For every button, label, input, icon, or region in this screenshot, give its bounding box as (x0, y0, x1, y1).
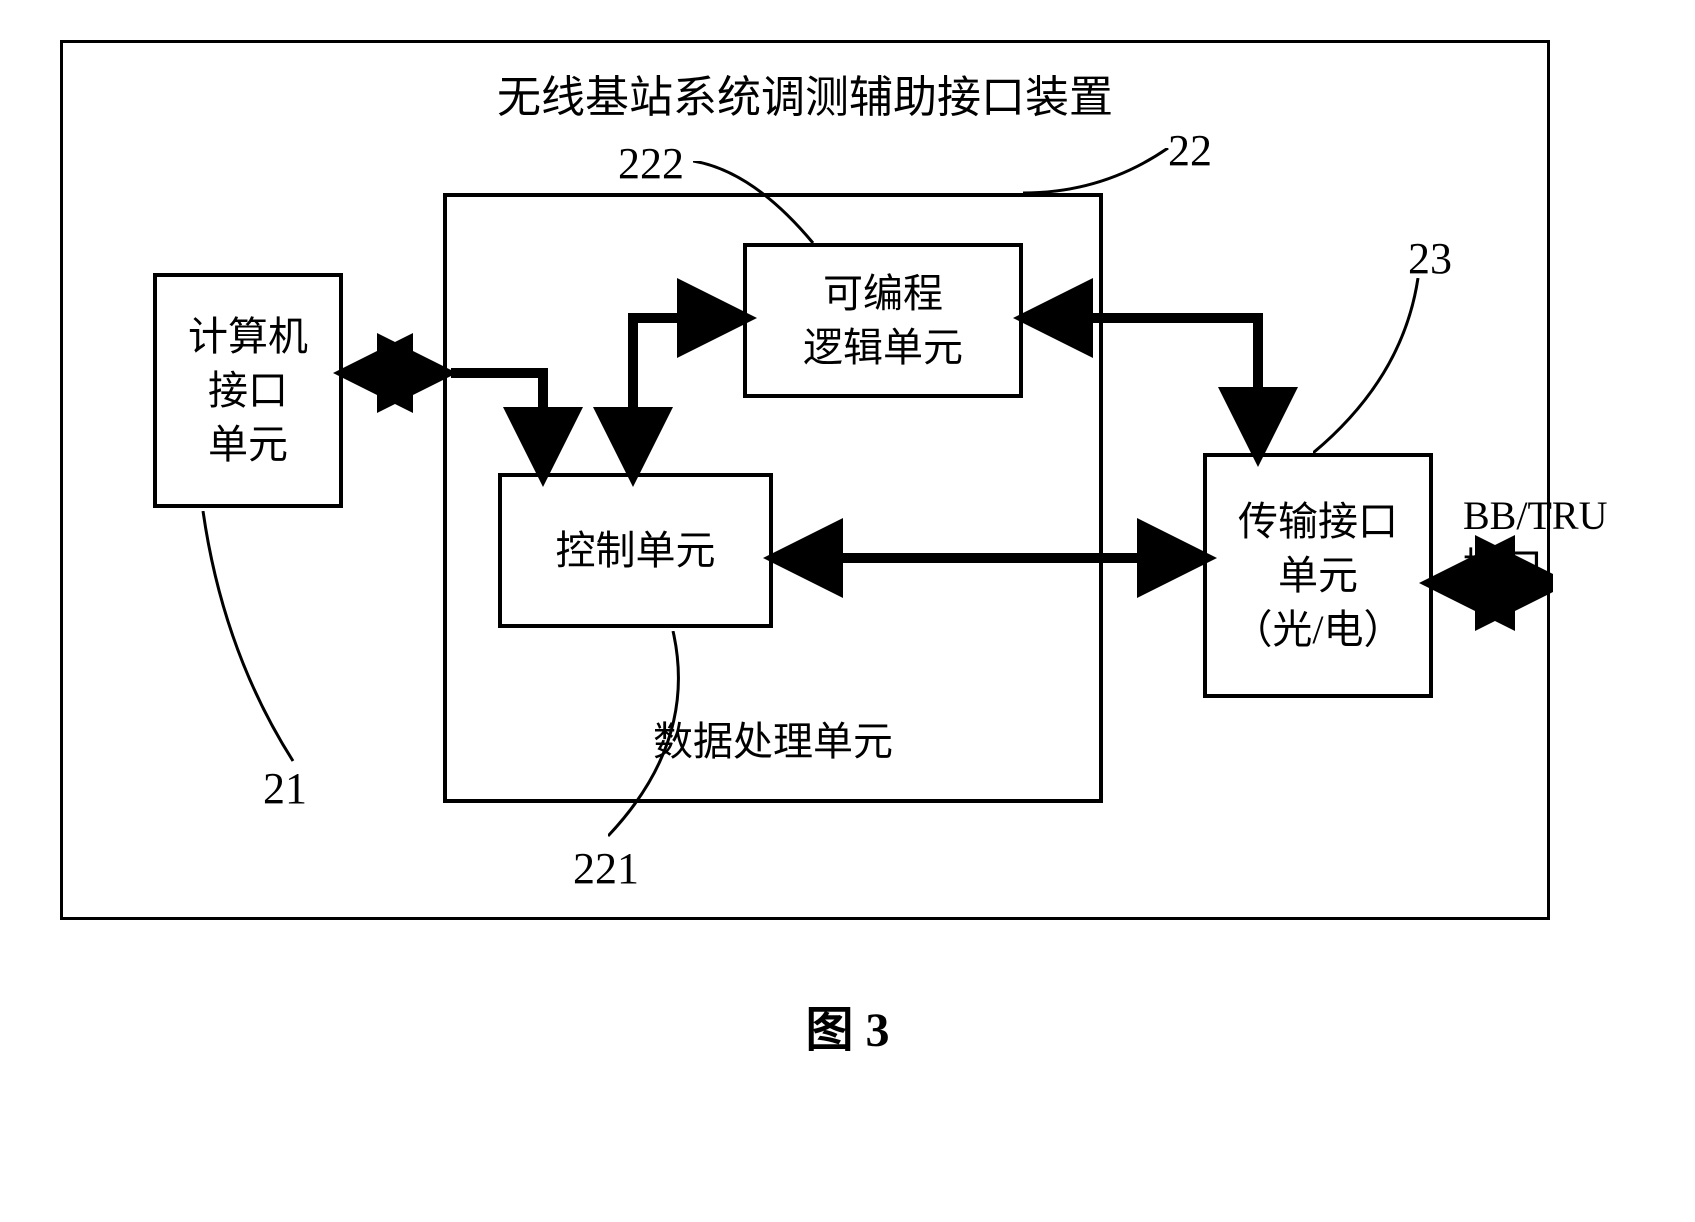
outer-frame: 无线基站系统调测辅助接口装置 计算机 接口 单元 数据处理单元 控制单元 可编程… (60, 40, 1550, 920)
arrows-layer (63, 43, 1553, 923)
arrow-control-prog (633, 318, 737, 467)
arrow-prog-transport (1033, 318, 1258, 447)
figure-label: 图 3 (805, 990, 889, 1060)
arrow-dp-control (451, 373, 543, 467)
